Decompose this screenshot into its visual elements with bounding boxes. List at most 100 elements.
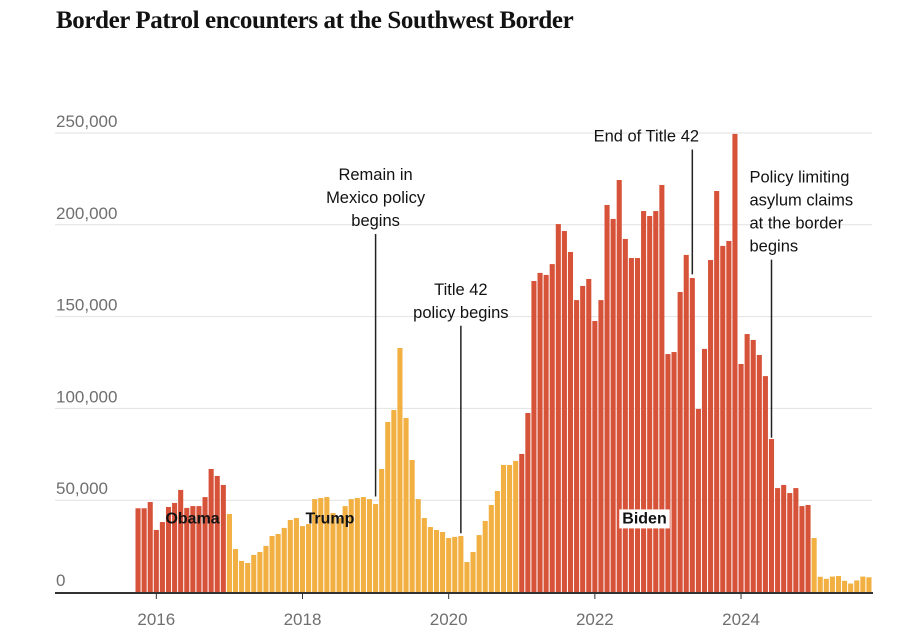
annotation-text: asylum claims (750, 192, 854, 210)
bar (665, 354, 671, 592)
bar (440, 531, 446, 592)
bar (507, 464, 513, 592)
bar (470, 551, 476, 592)
annotation-text: End of Title 42 (594, 128, 700, 146)
administration-label: Obama (165, 510, 219, 527)
annotation-text: at the border (750, 215, 844, 233)
bar (446, 538, 452, 592)
bar (567, 251, 574, 592)
y-tick-label: 200,000 (56, 204, 117, 223)
bar (178, 489, 184, 592)
bar (330, 513, 336, 592)
administration-label: Biden (619, 509, 670, 529)
bar (342, 506, 348, 592)
x-tick-label: 2024 (722, 610, 760, 629)
administration-label-text: Biden (622, 510, 666, 527)
bar (415, 499, 421, 592)
bar (379, 468, 385, 592)
annotation-text: policy begins (413, 304, 508, 322)
bar (208, 468, 214, 592)
bar (269, 536, 275, 592)
bar (634, 258, 641, 592)
bar (762, 376, 768, 592)
x-tick-label: 2022 (576, 610, 614, 629)
bar (513, 460, 519, 592)
bar (610, 218, 616, 593)
bar (598, 300, 604, 592)
administration-label-text: Obama (165, 510, 219, 527)
bar (232, 549, 239, 592)
bar (683, 254, 689, 592)
bar (622, 238, 628, 592)
x-tick-label: 2020 (430, 610, 468, 629)
bar (324, 497, 330, 592)
bar (854, 580, 860, 592)
bar (336, 518, 342, 592)
chart-title: Border Patrol encounters at the Southwes… (56, 7, 574, 34)
bar (647, 215, 653, 593)
bar (409, 459, 415, 592)
bar (287, 520, 293, 592)
annotation-text: begins (750, 238, 799, 256)
bar (403, 417, 409, 592)
bar (781, 484, 787, 592)
bar (220, 484, 226, 592)
y-tick-label: 0 (56, 571, 65, 590)
bar (616, 180, 622, 592)
y-tick-label: 150,000 (56, 296, 117, 315)
bar (543, 274, 549, 592)
bar (726, 240, 732, 592)
bar (433, 529, 440, 592)
bar (866, 577, 872, 592)
x-axis: 2016 2018 2020 2022 2024 (55, 592, 873, 629)
bar (586, 278, 592, 592)
bar (811, 538, 817, 592)
bar (366, 499, 373, 592)
bar (714, 191, 720, 592)
bar (756, 354, 762, 592)
bar (184, 507, 190, 592)
bar (476, 535, 482, 592)
bar (641, 211, 647, 592)
bar (768, 439, 775, 592)
bar (214, 475, 220, 592)
bar (842, 580, 848, 592)
bar (775, 488, 781, 592)
bar (555, 224, 561, 592)
bar (604, 204, 610, 592)
bar (549, 264, 555, 592)
bar (500, 464, 507, 592)
bar (239, 560, 245, 592)
bar (494, 491, 500, 592)
annotation-text: Remain in (338, 166, 412, 184)
bar (306, 524, 312, 592)
x-tick-label: 2018 (284, 610, 322, 629)
bar (360, 497, 366, 592)
administration-labels: Obama Trump Biden (165, 509, 670, 529)
bar (793, 488, 799, 592)
bar (580, 285, 586, 592)
bar (653, 211, 659, 592)
bar (531, 280, 537, 592)
bar (695, 408, 701, 592)
annotation-text: Title 42 (434, 281, 488, 299)
administration-label: Trump (306, 510, 355, 527)
bar (452, 536, 458, 592)
bar (464, 562, 470, 592)
bar (348, 499, 354, 592)
bar (817, 576, 823, 592)
bar (677, 292, 683, 592)
bar (848, 583, 854, 592)
bar (391, 410, 397, 592)
bar (293, 518, 299, 592)
bar (172, 502, 178, 592)
bar (275, 533, 281, 592)
annotation: End of Title 42 (594, 128, 700, 275)
bar (397, 348, 403, 592)
bar (519, 453, 525, 592)
bar (835, 576, 842, 592)
bar (190, 506, 196, 592)
bar (135, 508, 141, 592)
bar (689, 278, 695, 592)
bar (659, 184, 665, 592)
